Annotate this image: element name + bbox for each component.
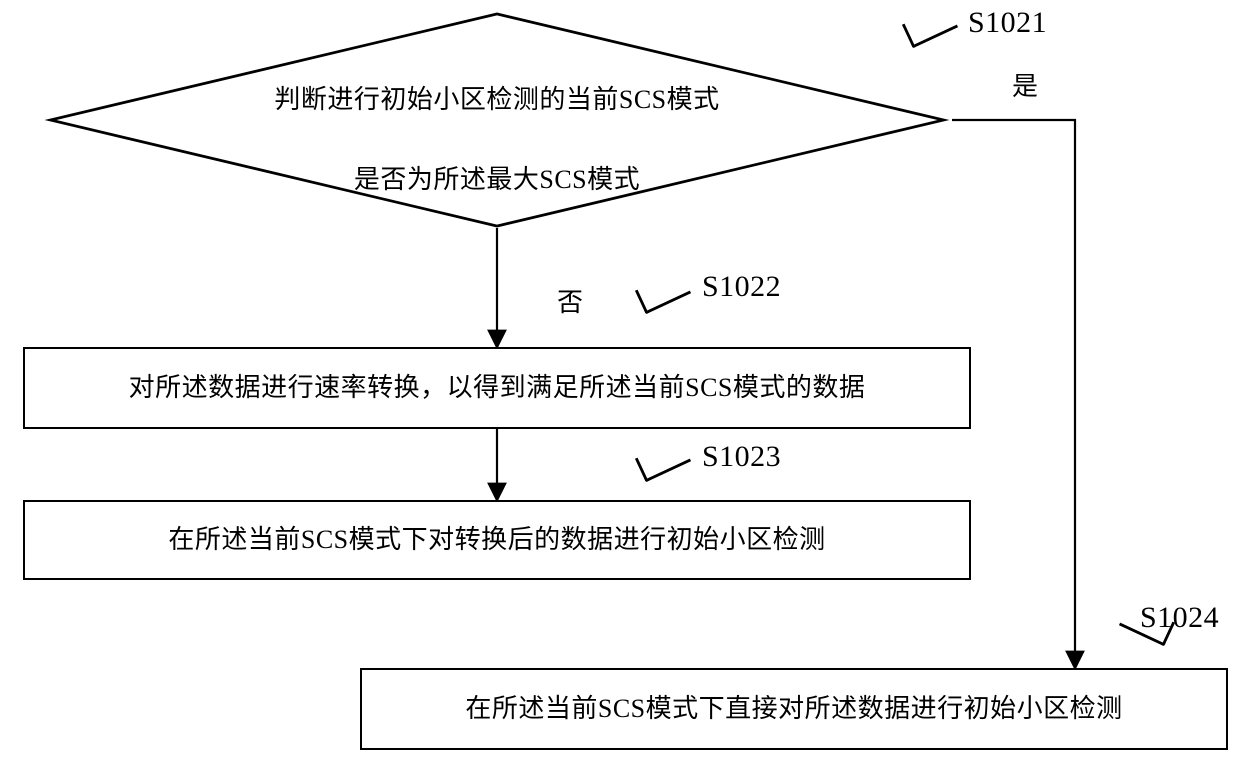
tick-s1023 [635,438,691,483]
step-label-s1022: S1022 [702,264,781,311]
decision-text-line2: 是否为所述最大SCS模式 [354,165,640,194]
branch-label-no: 否 [557,283,584,323]
box-s1022-text: 对所述数据进行速率转换，以得到满足所述当前SCS模式的数据 [129,368,866,408]
step-label-s1023: S1023 [702,434,781,481]
decision-text-line1: 判断进行初始小区检测的当前SCS模式 [274,85,719,114]
box-s1023: 在所述当前SCS模式下对转换后的数据进行初始小区检测 [23,500,971,580]
decision-s1021: 判断进行初始小区检测的当前SCS模式 是否为所述最大SCS模式 [42,12,952,228]
box-s1024: 在所述当前SCS模式下直接对所述数据进行初始小区检测 [360,668,1228,750]
step-label-s1021: S1021 [968,0,1047,47]
tick-s1022 [635,270,691,315]
box-s1023-text: 在所述当前SCS模式下对转换后的数据进行初始小区检测 [168,520,825,560]
branch-label-yes: 是 [1012,67,1039,107]
box-s1024-text: 在所述当前SCS模式下直接对所述数据进行初始小区检测 [465,689,1122,729]
box-s1022: 对所述数据进行速率转换，以得到满足所述当前SCS模式的数据 [23,347,971,429]
